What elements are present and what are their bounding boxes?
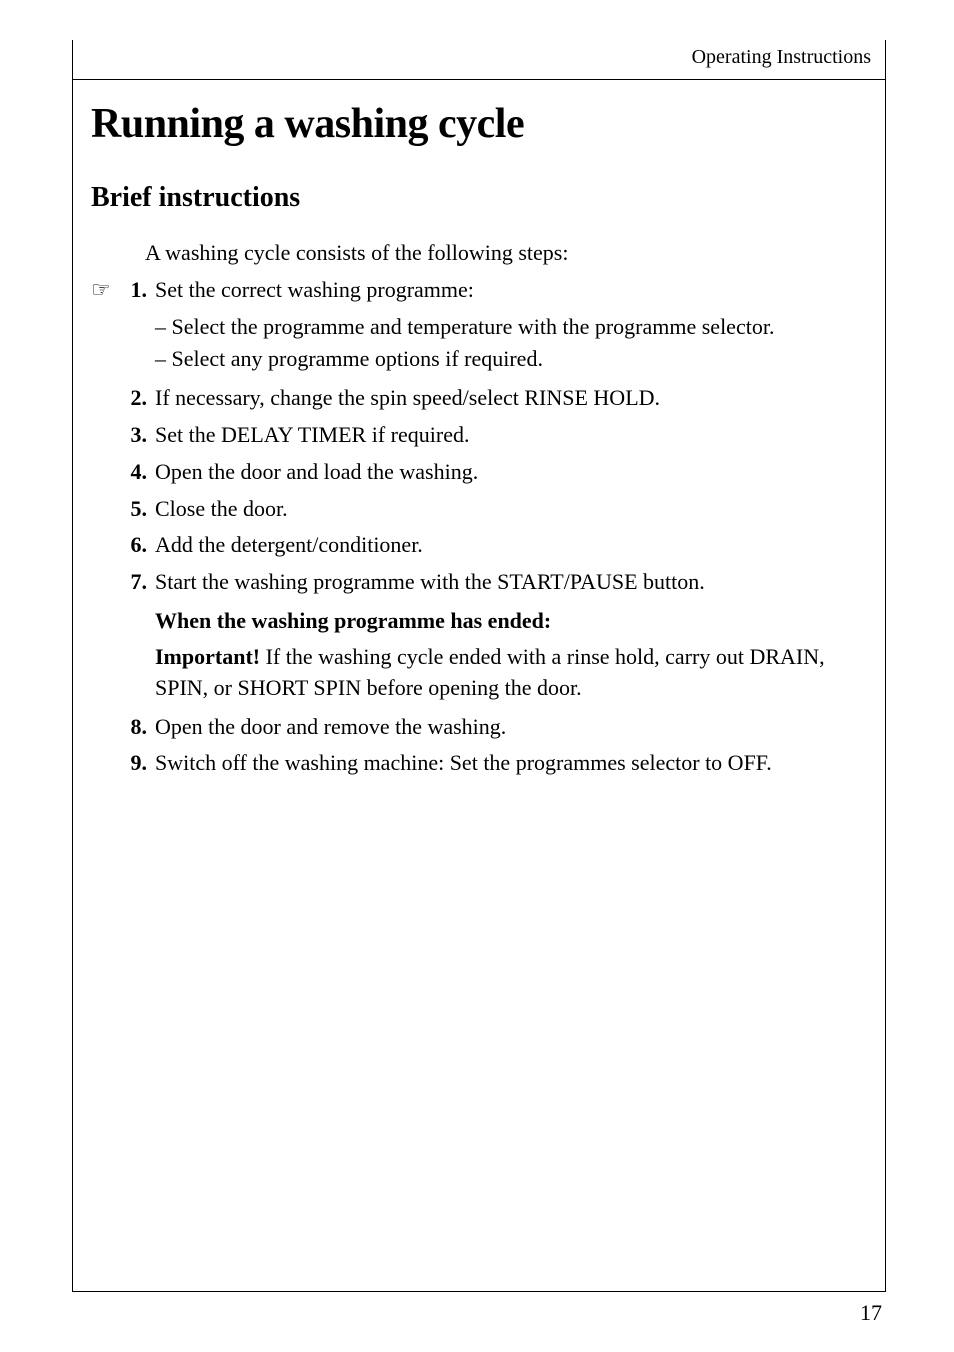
step-2: 2. If necessary, change the spin speed/s… (91, 383, 867, 414)
step-number: 8. (123, 712, 151, 743)
main-title: Running a washing cycle (91, 100, 867, 148)
step-8: 8. Open the door and remove the washing. (91, 712, 867, 743)
step-number: 4. (123, 457, 151, 488)
step-text: Switch off the washing machine: Set the … (151, 748, 867, 779)
page-frame: Operating Instructions Running a washing… (72, 40, 886, 1292)
step-number: 2. (123, 383, 151, 414)
step-3: 3. Set the DELAY TIMER if required. (91, 420, 867, 451)
step-1-sub-1: – Select the programme and temperature w… (155, 312, 867, 343)
step-text: Start the washing programme with the STA… (151, 567, 867, 598)
important-label: Important! (155, 644, 260, 669)
step-5: 5. Close the door. (91, 494, 867, 525)
step-number: 9. (123, 748, 151, 779)
intro-text: A washing cycle consists of the followin… (145, 238, 867, 269)
step-text: Open the door and remove the washing. (151, 712, 867, 743)
step-text: Close the door. (151, 494, 867, 525)
step-4: 4. Open the door and load the washing. (91, 457, 867, 488)
step-number: 3. (123, 420, 151, 451)
important-block: Important! If the washing cycle ended wi… (155, 642, 867, 704)
step-1-sub-2: – Select any programme options if requir… (155, 344, 867, 375)
step-1: ☞ 1. Set the correct washing programme: (91, 275, 867, 306)
step-text: If necessary, change the spin speed/sele… (151, 383, 867, 414)
header-section-label: Operating Instructions (73, 40, 885, 80)
step-7: 7. Start the washing programme with the … (91, 567, 867, 598)
step-number: 6. (123, 530, 151, 561)
step-number: 1. (123, 275, 151, 306)
page-number: 17 (860, 1300, 882, 1326)
step-6: 6. Add the detergent/conditioner. (91, 530, 867, 561)
ended-heading: When the washing programme has ended: (155, 608, 867, 634)
step-number: 7. (123, 567, 151, 598)
step-text: Set the DELAY TIMER if required. (151, 420, 867, 451)
step-number: 5. (123, 494, 151, 525)
step-text: Open the door and load the washing. (151, 457, 867, 488)
step-9: 9. Switch off the washing machine: Set t… (91, 748, 867, 779)
sub-title: Brief instructions (91, 182, 867, 214)
step-text: Set the correct washing programme: (151, 275, 867, 306)
step-text: Add the detergent/conditioner. (151, 530, 867, 561)
hand-icon: ☞ (91, 275, 123, 306)
content-area: Running a washing cycle Brief instructio… (73, 80, 885, 779)
